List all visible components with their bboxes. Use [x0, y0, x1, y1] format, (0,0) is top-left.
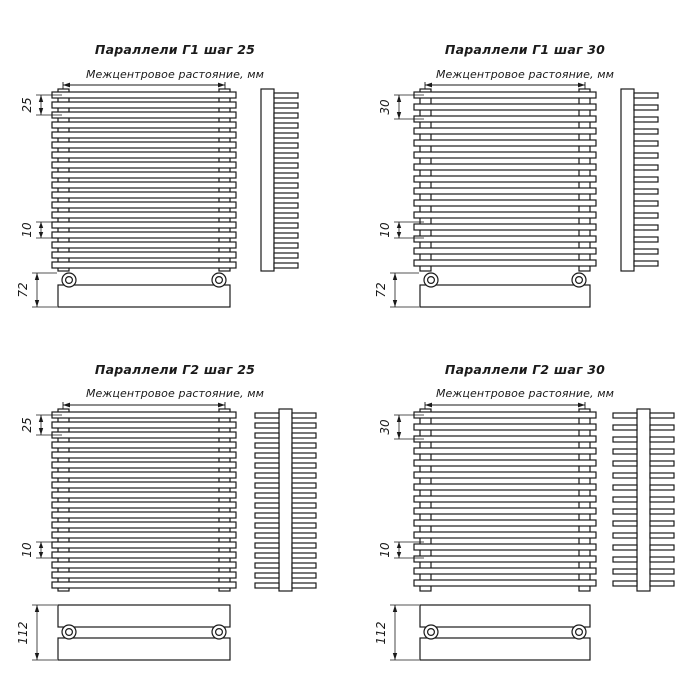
depth-dimension-label: 112	[374, 622, 388, 645]
riser-right	[218, 408, 231, 592]
panel-title: Параллели Г2 шаг 30	[444, 362, 606, 377]
side-view	[612, 408, 675, 592]
step-dimension	[394, 94, 424, 120]
tube-stack	[413, 91, 597, 267]
bottom-view	[57, 272, 231, 308]
tube-dimension-label: 10	[20, 542, 34, 558]
drawing-panel-g1-step30: Параллели Г1 шаг 30 Межцентровое растоян…	[350, 0, 700, 350]
drawing-panel-g2-step30: Параллели Г2 шаг 30 Межцентровое растоян…	[350, 350, 700, 700]
center-distance-dimension	[424, 82, 586, 91]
drawing-panel-g1-step25: Параллели Г1 шаг 25 Межцентровое растоян…	[0, 0, 350, 350]
panel-subtitle: Межцентровое растояние, мм	[85, 68, 265, 81]
panel-subtitle: Межцентровое растояние, мм	[85, 387, 265, 400]
step-dimension-label: 25	[20, 417, 34, 432]
radiator-drawing-g2-step30: 30 10 112	[374, 402, 675, 661]
center-distance-dimension	[62, 402, 226, 411]
depth-dimension-label: 112	[16, 622, 30, 645]
tube-dimension	[36, 221, 62, 239]
step-dimension	[36, 94, 62, 116]
tube-dimension	[394, 541, 424, 559]
drawing-panel-g2-step25: Параллели Г2 шаг 25 Межцентровое растоян…	[0, 350, 350, 700]
step-dimension	[36, 414, 62, 436]
depth-dimension	[390, 272, 419, 308]
panel-subtitle: Межцентровое растояние, мм	[435, 387, 615, 400]
step-dimension-label: 25	[20, 97, 34, 112]
riser-right	[218, 88, 231, 272]
side-view	[260, 88, 299, 272]
bottom-view	[419, 272, 591, 308]
tube-dimension	[36, 541, 62, 559]
tube-dimension-label: 10	[20, 222, 34, 238]
radiator-drawing-g1-step30: 30 10 72	[374, 82, 659, 308]
tube-dimension-label: 10	[378, 222, 392, 238]
side-view	[620, 88, 659, 272]
depth-dimension	[390, 604, 419, 661]
radiator-drawing-g1-step25: 25 10 72	[16, 82, 299, 308]
step-dimension-label: 30	[378, 419, 392, 435]
riser-left	[57, 408, 70, 592]
step-dimension-label: 30	[378, 99, 392, 115]
tube-stack	[413, 411, 597, 587]
tube-stack	[51, 91, 237, 269]
tube-dimension	[394, 221, 424, 239]
panel-subtitle: Межцентровое растояние, мм	[435, 68, 615, 81]
depth-dimension	[32, 272, 57, 308]
depth-dimension-label: 72	[374, 282, 388, 297]
radiator-drawing-g2-step25: 25 10 112	[16, 402, 317, 661]
depth-dimension-label: 72	[16, 282, 30, 297]
panel-title: Параллели Г2 шаг 25	[94, 362, 256, 377]
tube-stack	[51, 411, 237, 589]
bottom-view	[57, 604, 231, 661]
riser-left	[57, 88, 70, 272]
step-dimension	[394, 414, 424, 440]
depth-dimension	[32, 604, 57, 661]
panel-title: Параллели Г1 шаг 30	[444, 42, 606, 57]
side-view	[254, 408, 317, 592]
center-distance-dimension	[424, 402, 586, 411]
panel-title: Параллели Г1 шаг 25	[94, 42, 256, 57]
tube-dimension-label: 10	[378, 542, 392, 558]
center-distance-dimension	[62, 82, 226, 91]
bottom-view	[419, 604, 591, 661]
